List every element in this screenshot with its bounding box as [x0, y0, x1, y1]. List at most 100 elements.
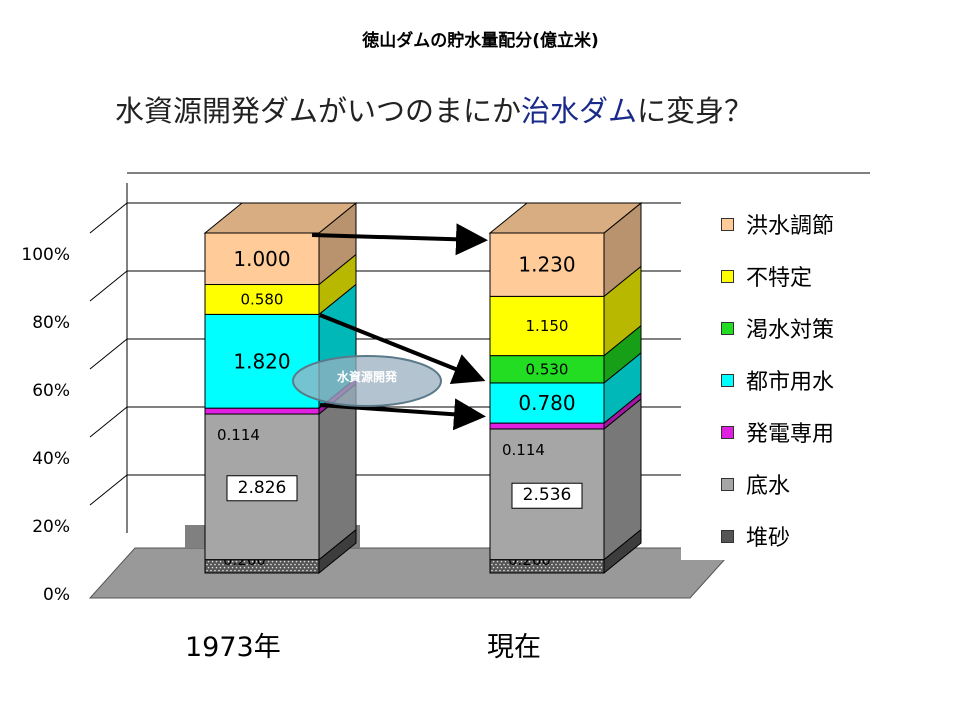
legend-item: 不特定	[721, 261, 812, 291]
sediment-dot	[303, 560, 306, 563]
sediment-dot	[503, 569, 505, 572]
sediment-dot	[592, 566, 595, 569]
bar-segment	[489, 422, 605, 430]
sediment-dot	[246, 569, 248, 572]
sediment-dot	[227, 560, 230, 563]
sediment-dot	[555, 563, 557, 566]
sediment-dot	[270, 563, 272, 566]
sediment-dot	[571, 569, 573, 572]
sediment-dot	[580, 566, 583, 569]
sediment-dot	[507, 569, 509, 572]
sediment-dot	[251, 560, 254, 563]
sediment-dot	[282, 563, 284, 566]
sediment-dot	[283, 566, 286, 569]
sediment-dot	[275, 566, 278, 569]
sediment-dot	[207, 560, 210, 563]
sediment-dot	[527, 569, 529, 572]
subtitle-part-1: 水資源開発ダム	[115, 94, 319, 128]
sediment-dot	[311, 566, 314, 569]
sediment-dot	[247, 566, 250, 569]
sediment-dot	[588, 566, 591, 569]
sediment-dot	[278, 569, 280, 572]
sediment-dot	[536, 560, 539, 563]
sediment-dot	[294, 563, 296, 566]
category-label: 1973年	[185, 632, 281, 663]
sediment-dot	[315, 560, 318, 563]
sediment-dot	[230, 563, 232, 566]
gridline-diagonal	[89, 202, 128, 234]
sediment-dot	[540, 560, 543, 563]
data-label: 0.114	[217, 426, 260, 444]
legend-label: 渇水対策	[746, 318, 835, 343]
sediment-dot	[218, 563, 220, 566]
sediment-dot	[239, 566, 242, 569]
sediment-dot	[251, 566, 254, 569]
sediment-dot	[595, 563, 597, 566]
sediment-dot	[302, 563, 304, 566]
bar-top	[203, 202, 358, 234]
floor	[88, 547, 737, 599]
sediment-dot	[527, 563, 529, 566]
legend-item: 発電専用	[721, 417, 834, 447]
sediment-dot	[507, 563, 509, 566]
sediment-dot	[551, 569, 553, 572]
sediment-dot	[515, 569, 517, 572]
sediment-dot	[587, 563, 589, 566]
sediment-dot	[535, 563, 537, 566]
sediment-dot	[596, 566, 599, 569]
sediment-dot	[215, 560, 218, 563]
sediment-dot	[250, 563, 252, 566]
sediment-dot	[512, 560, 515, 563]
sediment-dot	[588, 560, 591, 563]
sediment-dot	[283, 560, 286, 563]
sediment-dot	[279, 560, 282, 563]
sediment-dot	[286, 563, 288, 566]
sediment-dot	[302, 569, 304, 572]
sediment-dot	[214, 563, 216, 566]
sediment-dot	[576, 560, 579, 563]
sediment-dot	[595, 569, 597, 572]
sediment-dot	[271, 560, 274, 563]
sediment-dot	[555, 569, 557, 572]
sediment-dot	[495, 569, 497, 572]
sediment-dot	[528, 566, 531, 569]
gridline-diagonal	[89, 338, 128, 370]
sediment-dot	[567, 563, 569, 566]
legend-item: 底水	[721, 469, 790, 499]
sediment-dot	[559, 569, 561, 572]
bar-segment	[204, 407, 320, 415]
sediment-dot	[270, 569, 272, 572]
sediment-dot	[592, 560, 595, 563]
sediment-dot	[243, 560, 246, 563]
sediment-dot	[310, 569, 312, 572]
legend-label: 発電専用	[746, 422, 835, 447]
sediment-dot	[206, 569, 208, 572]
sediment-dot	[548, 566, 551, 569]
sediment-dot	[567, 569, 569, 572]
sediment-dot	[587, 569, 589, 572]
sediment-dot	[226, 563, 228, 566]
sediment-dot	[583, 569, 585, 572]
sediment-dot	[575, 563, 577, 566]
sediment-dot	[519, 569, 521, 572]
y-tick-label: 60%	[32, 381, 70, 401]
sediment-dot	[515, 563, 517, 566]
sediment-dot	[556, 566, 559, 569]
gridline-diagonal	[89, 270, 128, 302]
sediment-dot	[263, 560, 266, 563]
sediment-dot	[298, 569, 300, 572]
sediment-dot	[242, 563, 244, 566]
sediment-dot	[303, 566, 306, 569]
sediment-dot	[499, 563, 501, 566]
subtitle-part-2: がいつのまにか	[318, 94, 522, 128]
y-tick-label: 100%	[21, 245, 70, 265]
sediment-dot	[523, 569, 525, 572]
y-tick-label: 80%	[32, 313, 70, 333]
sediment-dot	[259, 566, 262, 569]
subtitle-part-3: 治水ダム	[521, 94, 638, 128]
sediment-dot	[267, 560, 270, 563]
sediment-dot	[600, 566, 603, 569]
sediment-dot	[219, 560, 222, 563]
sediment-dot	[583, 563, 585, 566]
sediment-dot	[532, 560, 535, 563]
